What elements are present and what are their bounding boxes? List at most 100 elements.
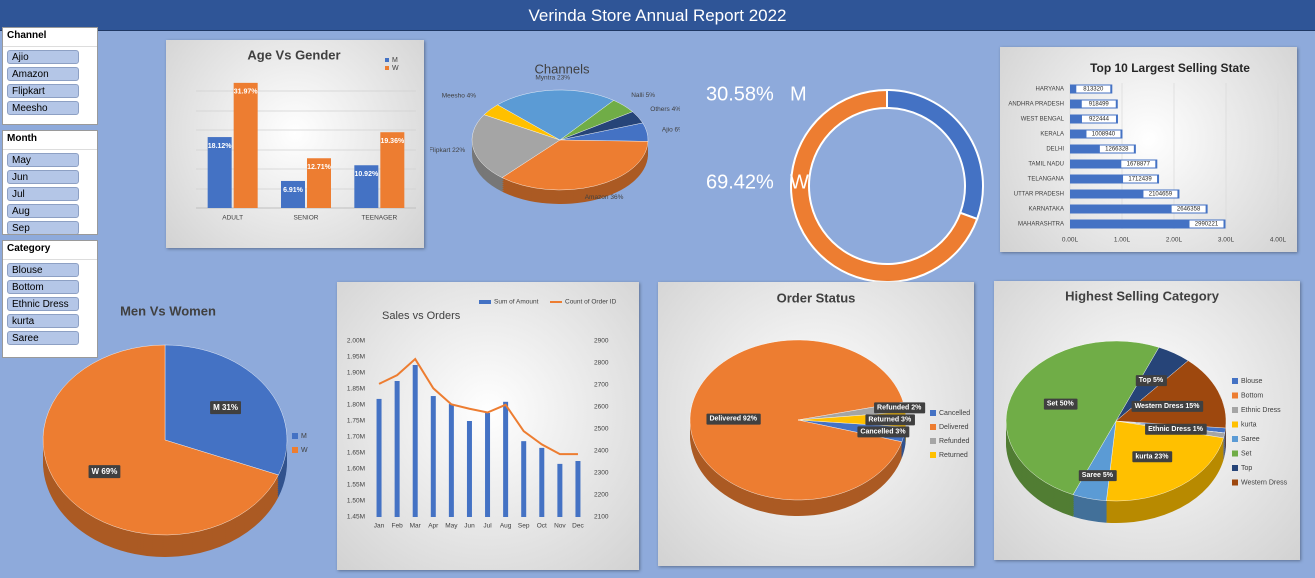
slicer-item[interactable]: Jun: [7, 170, 79, 184]
label-box: [1132, 451, 1173, 463]
slicer-item[interactable]: Saree: [7, 331, 79, 345]
y-tick-label: TAMIL NADU: [1028, 162, 1064, 168]
legend-label: Blouse: [1241, 378, 1263, 385]
gridlines: [196, 90, 416, 190]
y-tick-label: 1.85M: [347, 386, 365, 393]
legend-label: Western Dress: [1241, 479, 1288, 486]
category-label: M: [790, 83, 807, 105]
value-label: 31.97%: [234, 89, 259, 96]
slicer-item[interactable]: Flipkart: [7, 84, 79, 98]
y2-tick-label: 2200: [594, 492, 609, 499]
line: [378, 357, 578, 456]
slicer-title: Month: [3, 131, 97, 150]
value-label: 1266328: [1105, 147, 1129, 153]
value-label: 2990221: [1195, 222, 1219, 228]
x-tick-label: 0.00L: [1062, 237, 1079, 244]
legend-swatch: [930, 452, 936, 458]
x-tick-label: May: [445, 523, 458, 530]
slicer: Category Blouse Bottom Ethnic Dress kurta Sar…: [2, 240, 98, 358]
slicer-item[interactable]: Amazon: [7, 67, 79, 81]
x-tick-label: 1.00L: [1114, 237, 1131, 244]
y2-tick-label: 2100: [594, 514, 609, 521]
data-label: Ajio 6%: [662, 126, 680, 133]
y-tick-label: HARYANA: [1036, 87, 1064, 93]
x-tick-label: Aug: [500, 523, 512, 530]
y-tick-label: 1.75M: [347, 418, 365, 425]
bar: [207, 137, 232, 208]
legend-swatch: [1232, 450, 1238, 457]
slicer-title: Category: [3, 241, 97, 260]
y2-tick-label: 2800: [594, 360, 609, 367]
data-label: Flipkart 22%: [430, 147, 465, 154]
label-box: [1189, 220, 1224, 228]
legend-label: Sum of Amount: [494, 299, 539, 306]
slicer-item[interactable]: Aug: [7, 204, 79, 218]
report-title: Verinda Store Annual Report 2022: [0, 0, 1315, 31]
data-label-text: M 31%: [213, 403, 238, 412]
slicer-item[interactable]: Blouse: [7, 263, 79, 277]
x-tick-label: Sep: [518, 523, 530, 530]
bar: [1070, 219, 1226, 229]
y-tick-label: 1.60M: [347, 466, 365, 473]
pie-slice: [497, 89, 615, 141]
slicer-item[interactable]: Ajio: [7, 50, 79, 64]
data-label-text: Western Dress 15%: [1135, 403, 1201, 410]
gender-doughnut: 30.58% M 69.42% W: [706, 83, 984, 283]
x-tick-label: Feb: [392, 523, 404, 530]
data-label-text: Cancelled 3%: [860, 428, 906, 435]
legend-label: W: [301, 447, 308, 454]
y-tick-label: UTTAR PRADESH: [1014, 192, 1064, 198]
data-label: Nalli 5%: [631, 92, 655, 99]
label-box: [874, 402, 926, 414]
legend-swatch: [385, 58, 389, 62]
bar: [521, 441, 527, 517]
data-label: Refunded 2%: [874, 402, 926, 414]
bar: [1070, 204, 1208, 214]
y-tick-label: 1.90M: [347, 370, 365, 377]
slicer-item[interactable]: Ethnic Dress: [7, 297, 79, 311]
value-label: 12.71%: [307, 164, 332, 171]
slicer-item[interactable]: Sep: [7, 221, 79, 234]
legend-swatch: [1232, 392, 1238, 399]
slicer-item[interactable]: Bottom: [7, 280, 79, 294]
data-label: Top 5%: [1135, 375, 1167, 387]
slicer-item[interactable]: kurta: [7, 314, 79, 328]
label-box: [1078, 470, 1117, 482]
legend-swatch: [930, 424, 936, 430]
x-tick-label: 2.00L: [1166, 237, 1183, 244]
legend-swatch: [1232, 421, 1238, 428]
bar: [539, 447, 545, 517]
bar: [557, 463, 563, 517]
value-label: 19.36%: [380, 138, 405, 145]
slicer-item[interactable]: Meesho: [7, 101, 79, 115]
data-label: kurta 23%: [1132, 451, 1173, 463]
pie-slice: [559, 111, 644, 141]
y2-tick-label: 2600: [594, 404, 609, 411]
x-tick-label: SENIOR: [294, 215, 319, 222]
data-label: Set 50%: [1043, 398, 1078, 410]
data-label: Others 4%: [650, 106, 680, 113]
y-tick-label: ANDHRA PRADESH: [1008, 102, 1064, 108]
value-label: 922444: [1089, 117, 1110, 123]
legend-label: Returned: [939, 452, 968, 459]
legend-label: Cancelled: [939, 410, 970, 417]
value-label: 6.91%: [283, 187, 304, 194]
label-box: [1123, 175, 1158, 183]
slicer-item[interactable]: May: [7, 153, 79, 167]
slicer-title: Channel: [3, 28, 97, 47]
data-label: Delivered 92%: [706, 413, 761, 425]
x-tick-label: 4.00L: [1270, 237, 1287, 244]
value-label: 30.58%: [706, 83, 774, 105]
y2-tick-label: 2400: [594, 448, 609, 455]
y-tick-label: 1.95M: [347, 354, 365, 361]
label-box: [1143, 190, 1178, 198]
bar: [380, 132, 405, 208]
slicer-item[interactable]: Jul: [7, 187, 79, 201]
order-status-chart: Order Status Cancelled 3% Delivered 92% Ref…: [658, 282, 974, 566]
pie-slice: [689, 339, 904, 501]
x-tick-label: Oct: [537, 523, 547, 530]
label-box: [706, 413, 761, 425]
data-label: Returned 3%: [865, 414, 915, 426]
label-box: [1121, 160, 1156, 168]
